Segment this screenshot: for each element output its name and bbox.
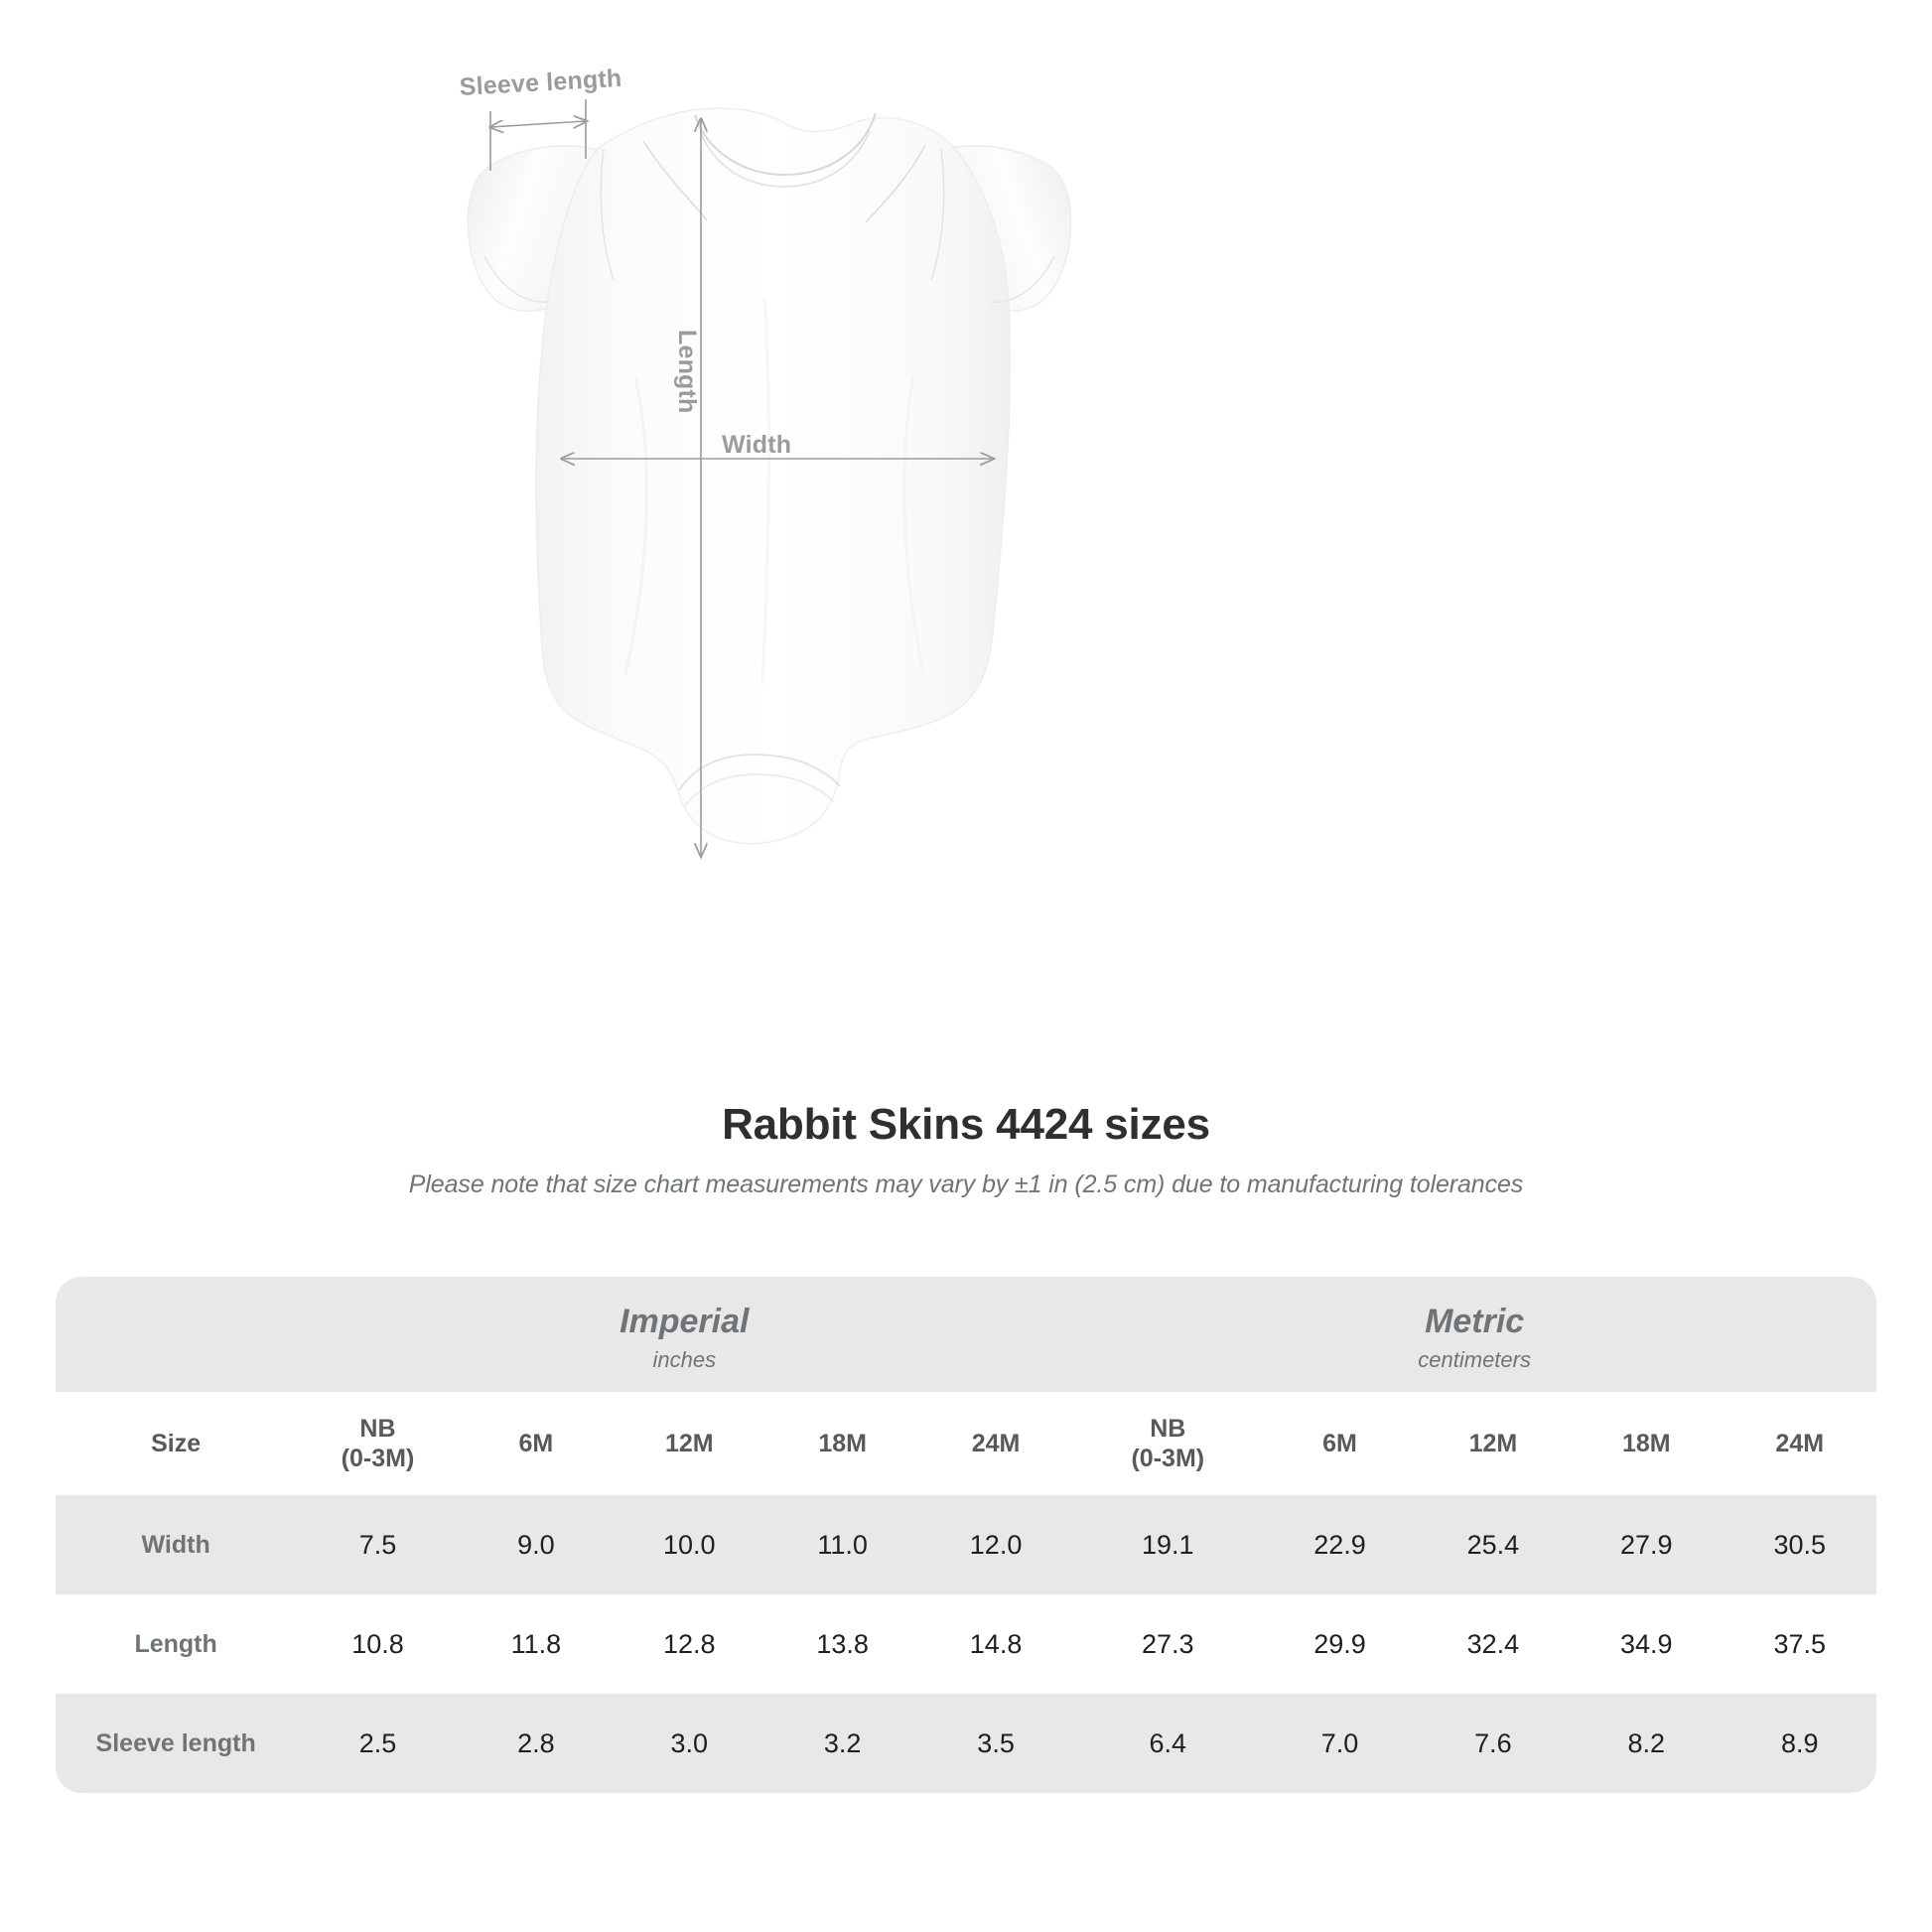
- cell-width-imperial-nb: 7.5: [296, 1495, 460, 1594]
- column-header-imperial-12m: 12M: [613, 1392, 766, 1495]
- cell-length-metric-24m: 37.5: [1723, 1594, 1876, 1694]
- table-row: Width 7.5 9.0 10.0 11.0 12.0 19.1 22.9 2…: [56, 1495, 1876, 1594]
- cell-sleeve-metric-18m: 8.2: [1570, 1694, 1724, 1793]
- cell-sleeve-imperial-24m: 3.5: [918, 1694, 1073, 1793]
- cell-length-imperial-12m: 12.8: [613, 1594, 766, 1694]
- column-header-imperial-24m: 24M: [918, 1392, 1073, 1495]
- sleeve-length-dimension: [490, 99, 586, 171]
- cell-sleeve-metric-24m: 8.9: [1723, 1694, 1876, 1793]
- row-label-length: Length: [56, 1594, 297, 1694]
- page-title: Rabbit Skins 4424 sizes: [722, 1100, 1210, 1149]
- cell-sleeve-metric-6m: 7.0: [1263, 1694, 1417, 1793]
- cell-width-metric-nb: 19.1: [1072, 1495, 1264, 1594]
- bodysuit-shape: [467, 107, 1072, 845]
- cell-length-imperial-24m: 14.8: [918, 1594, 1073, 1694]
- cell-length-metric-nb: 27.3: [1072, 1594, 1264, 1694]
- unit-group-imperial: Imperial inches: [296, 1277, 1073, 1392]
- column-header-metric-nb-sub: (0-3M): [1131, 1445, 1205, 1472]
- cell-length-metric-12m: 32.4: [1416, 1594, 1571, 1694]
- column-header-imperial-nb-main: NB: [359, 1414, 396, 1443]
- row-header-label: Size: [56, 1392, 297, 1495]
- unit-group-imperial-unit: inches: [652, 1346, 717, 1372]
- cell-width-metric-18m: 27.9: [1570, 1495, 1724, 1594]
- width-dimension-label: Width: [722, 431, 792, 459]
- column-header-metric-18m: 18M: [1570, 1392, 1724, 1495]
- cell-width-metric-12m: 25.4: [1416, 1495, 1571, 1594]
- cell-width-imperial-24m: 12.0: [918, 1495, 1073, 1594]
- column-header-metric-24m: 24M: [1723, 1392, 1876, 1495]
- unit-group-metric-unit: centimeters: [1418, 1346, 1531, 1372]
- unit-header-row: Imperial inches Metric centimeters: [56, 1277, 1876, 1392]
- cell-sleeve-metric-nb: 6.4: [1072, 1694, 1264, 1793]
- row-label-width: Width: [56, 1495, 297, 1594]
- cell-width-metric-6m: 22.9: [1263, 1495, 1417, 1594]
- column-header-metric-nb-main: NB: [1150, 1414, 1186, 1443]
- size-chart-table-container: Imperial inches Metric centimeters Size …: [56, 1277, 1876, 1793]
- garment-illustration: Sleeve length Length Width: [459, 65, 1072, 1092]
- cell-width-imperial-6m: 9.0: [459, 1495, 614, 1594]
- column-header-metric-12m: 12M: [1416, 1392, 1571, 1495]
- cell-width-imperial-18m: 11.0: [765, 1495, 919, 1594]
- cell-length-imperial-18m: 13.8: [765, 1594, 919, 1694]
- column-header-imperial-6m: 6M: [459, 1392, 614, 1495]
- table-row: Sleeve length 2.5 2.8 3.0 3.2 3.5 6.4 7.…: [56, 1694, 1876, 1793]
- size-chart-table: Imperial inches Metric centimeters Size …: [56, 1277, 1876, 1793]
- cell-length-imperial-nb: 10.8: [296, 1594, 460, 1694]
- cell-sleeve-metric-12m: 7.6: [1416, 1694, 1571, 1793]
- cell-sleeve-imperial-6m: 2.8: [459, 1694, 614, 1793]
- unit-spacer-cell: [56, 1277, 297, 1392]
- cell-length-metric-6m: 29.9: [1263, 1594, 1417, 1694]
- cell-length-metric-18m: 34.9: [1570, 1594, 1724, 1694]
- unit-group-imperial-name: Imperial: [620, 1302, 750, 1340]
- column-header-imperial-nb-sub: (0-3M): [341, 1445, 415, 1472]
- bodysuit-graphic: [467, 99, 1072, 1092]
- size-header-row: Size NB (0-3M) 6M 12M 18M 24M NB (0-3M) …: [56, 1392, 1876, 1495]
- column-header-metric-6m: 6M: [1263, 1392, 1417, 1495]
- length-dimension-label: Length: [673, 330, 701, 414]
- cell-sleeve-imperial-nb: 2.5: [296, 1694, 460, 1793]
- column-header-metric-nb: NB (0-3M): [1072, 1392, 1264, 1495]
- cell-width-metric-24m: 30.5: [1723, 1495, 1876, 1594]
- cell-width-imperial-12m: 10.0: [613, 1495, 766, 1594]
- cell-sleeve-imperial-18m: 3.2: [765, 1694, 919, 1793]
- tolerance-note: Please note that size chart measurements…: [408, 1170, 1524, 1198]
- cell-sleeve-imperial-12m: 3.0: [613, 1694, 766, 1793]
- unit-group-metric: Metric centimeters: [1072, 1277, 1876, 1392]
- column-header-imperial-18m: 18M: [765, 1392, 919, 1495]
- table-row: Length 10.8 11.8 12.8 13.8 14.8 27.3 29.…: [56, 1594, 1876, 1694]
- row-label-sleeve-length: Sleeve length: [56, 1694, 297, 1793]
- column-header-imperial-nb: NB (0-3M): [296, 1392, 460, 1495]
- unit-group-metric-name: Metric: [1425, 1302, 1525, 1340]
- title-block: Rabbit Skins 4424 sizes Please note that…: [0, 1100, 1932, 1199]
- cell-length-imperial-6m: 11.8: [459, 1594, 614, 1694]
